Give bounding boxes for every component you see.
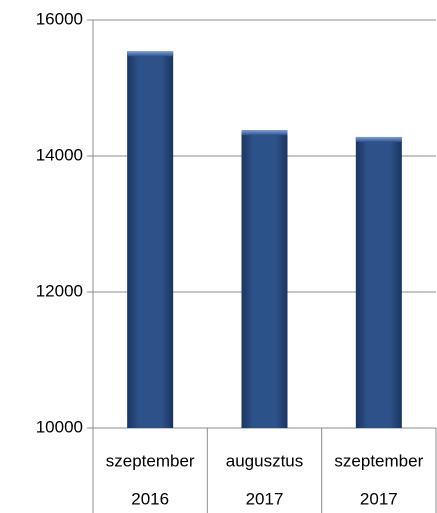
bar-cap xyxy=(355,136,402,142)
bar-cap xyxy=(241,130,288,136)
y-tick-label: 14000 xyxy=(36,145,83,164)
y-tick-label: 16000 xyxy=(36,9,83,28)
x-tick-label: 2016 xyxy=(131,489,169,508)
bar-cap xyxy=(127,51,174,57)
y-tick-label: 12000 xyxy=(36,281,83,300)
x-tick-label: szeptember xyxy=(334,451,423,470)
bar xyxy=(127,51,174,428)
y-tick-label: 10000 xyxy=(36,417,83,436)
x-tick-label: szeptember xyxy=(106,451,195,470)
bar xyxy=(355,136,402,428)
bar xyxy=(241,130,288,428)
x-tick-label: augusztus xyxy=(226,451,304,470)
x-tick-label: 2017 xyxy=(246,489,284,508)
x-tick-label: 2017 xyxy=(360,489,398,508)
